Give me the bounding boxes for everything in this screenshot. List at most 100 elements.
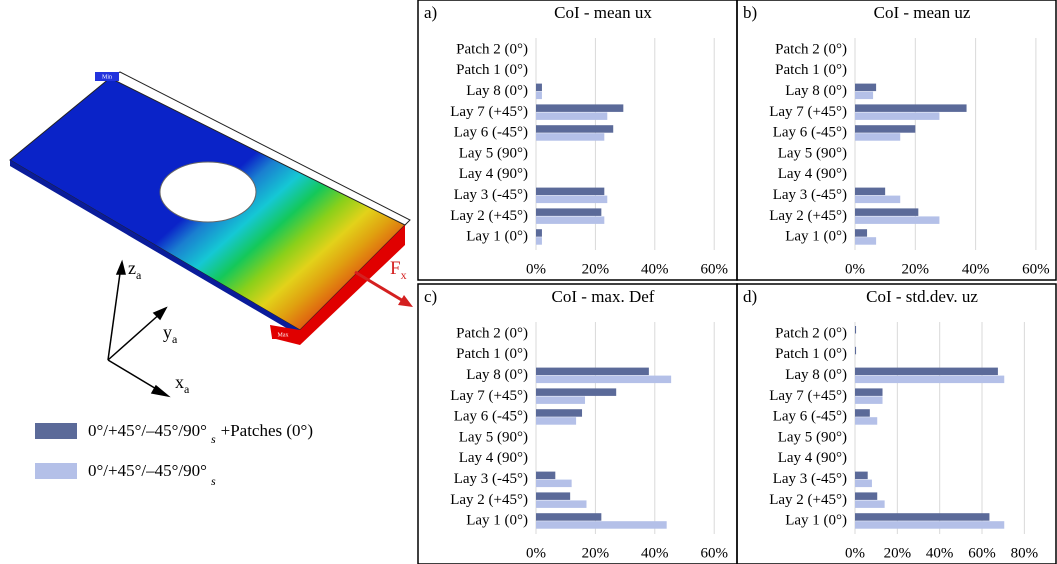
y-tick-label: Lay 5 (90°) — [459, 429, 528, 445]
bar — [855, 376, 1004, 384]
panel-label: a) — [424, 3, 437, 22]
y-tick-label: Lay 2 (+45°) — [450, 208, 528, 224]
x-tick-label: 60% — [700, 261, 728, 277]
bar — [855, 237, 876, 245]
y-tick-label: Lay 5 (90°) — [778, 145, 847, 161]
x-tick-label: 60% — [968, 545, 996, 561]
y-tick-label: Lay 4 (90°) — [778, 166, 847, 182]
bar — [855, 409, 870, 417]
y-tick-label: Patch 1 (0°) — [775, 346, 847, 362]
y-tick-label: Patch 2 (0°) — [775, 41, 847, 57]
bar — [536, 196, 607, 204]
bar — [536, 472, 555, 480]
bar — [855, 500, 885, 508]
y-tick-label: Lay 6 (-45°) — [773, 409, 847, 425]
bar — [855, 492, 877, 500]
y-tick-label: Lay 1 (0°) — [466, 513, 528, 529]
bar — [855, 388, 883, 396]
y-tick-label: Lay 7 (+45°) — [450, 104, 528, 120]
y-tick-label: Lay 4 (90°) — [459, 166, 528, 182]
plate-illustration: Min Max Fx — [10, 72, 413, 345]
bar — [855, 92, 873, 100]
bar — [536, 368, 649, 376]
bar — [855, 208, 918, 216]
y-tick-label: Patch 2 (0°) — [775, 325, 847, 341]
x-tick-label: 40% — [641, 261, 669, 277]
bar — [536, 521, 667, 529]
min-label: Min — [102, 74, 112, 80]
y-tick-label: Lay 6 (-45°) — [773, 125, 847, 141]
x-tick-label: 80% — [1011, 545, 1039, 561]
x-tick-label: 20% — [582, 545, 610, 561]
y-tick-label: Lay 5 (90°) — [459, 145, 528, 161]
bar — [536, 492, 570, 500]
y-tick-label: Lay 5 (90°) — [778, 429, 847, 445]
x-tick-label: 40% — [926, 545, 954, 561]
y-tick-label: Lay 6 (-45°) — [454, 125, 528, 141]
y-tick-label: Lay 3 (-45°) — [454, 471, 528, 487]
legend-swatch — [35, 423, 77, 439]
legend-entry: 0°/+45°/–45°/90°s+Patches (0°) — [88, 421, 313, 446]
y-tick-label: Lay 8 (0°) — [466, 83, 528, 99]
x-tick-label: 0% — [845, 545, 865, 561]
y-tick-label: Lay 2 (+45°) — [769, 492, 847, 508]
x-tick-label: 40% — [641, 545, 669, 561]
bar — [536, 112, 607, 120]
max-label: Max — [278, 332, 289, 338]
bar — [536, 513, 601, 521]
bar — [536, 480, 572, 488]
bar — [536, 216, 604, 224]
x-tick-label: 60% — [700, 545, 728, 561]
bar — [855, 112, 939, 120]
y-tick-label: Lay 4 (90°) — [459, 450, 528, 466]
y-tick-label: Lay 2 (+45°) — [769, 208, 847, 224]
y-tick-label: Lay 7 (+45°) — [769, 388, 847, 404]
bar — [536, 229, 542, 237]
y-tick-label: Lay 6 (-45°) — [454, 409, 528, 425]
panel-label: d) — [743, 287, 757, 306]
bar — [855, 216, 939, 224]
axis-label-z: za — [128, 258, 142, 282]
bar — [536, 188, 604, 196]
figure: Min Max Fx za ya xa 0°/+45°/–45°/90°s+Pa… — [0, 0, 1057, 564]
panel-label: c) — [424, 287, 437, 306]
coordinate-axes — [108, 262, 168, 396]
bar — [536, 84, 542, 92]
y-tick-label: Patch 2 (0°) — [456, 41, 528, 57]
y-tick-label: Lay 3 (-45°) — [454, 187, 528, 203]
y-tick-label: Patch 1 (0°) — [456, 346, 528, 362]
panel-label: b) — [743, 3, 757, 22]
axis-label-y: ya — [163, 322, 178, 346]
bar — [536, 417, 576, 425]
bar — [855, 396, 883, 404]
y-tick-label: Lay 1 (0°) — [785, 513, 847, 529]
x-tick-label: 20% — [884, 545, 912, 561]
x-tick-label: 0% — [526, 261, 546, 277]
bar — [536, 237, 542, 245]
y-tick-label: Lay 8 (0°) — [785, 367, 847, 383]
y-tick-label: Lay 1 (0°) — [466, 229, 528, 245]
chart-title: CoI - std.dev. uz — [866, 287, 978, 306]
bar — [855, 368, 998, 376]
bar — [536, 388, 616, 396]
bar — [536, 104, 623, 112]
y-tick-label: Lay 2 (+45°) — [450, 492, 528, 508]
bar — [855, 84, 876, 92]
y-tick-label: Lay 1 (0°) — [785, 229, 847, 245]
chart-title: CoI - mean uz — [874, 3, 971, 22]
bar — [855, 133, 900, 141]
y-tick-label: Lay 3 (-45°) — [773, 187, 847, 203]
bar — [855, 513, 989, 521]
x-tick-label: 60% — [1022, 261, 1050, 277]
bar — [536, 133, 604, 141]
bar — [536, 208, 601, 216]
bar — [536, 92, 542, 100]
bar — [536, 376, 671, 384]
y-tick-label: Lay 7 (+45°) — [769, 104, 847, 120]
legend-swatch — [35, 463, 77, 479]
charts: a)CoI - mean ux0%20%40%60%Patch 2 (0°)Pa… — [418, 0, 1056, 564]
legend-entry: 0°/+45°/–45°/90°s — [88, 461, 216, 488]
axis-label-x: xa — [175, 372, 190, 396]
x-tick-label: 20% — [902, 261, 930, 277]
bar — [855, 125, 915, 133]
